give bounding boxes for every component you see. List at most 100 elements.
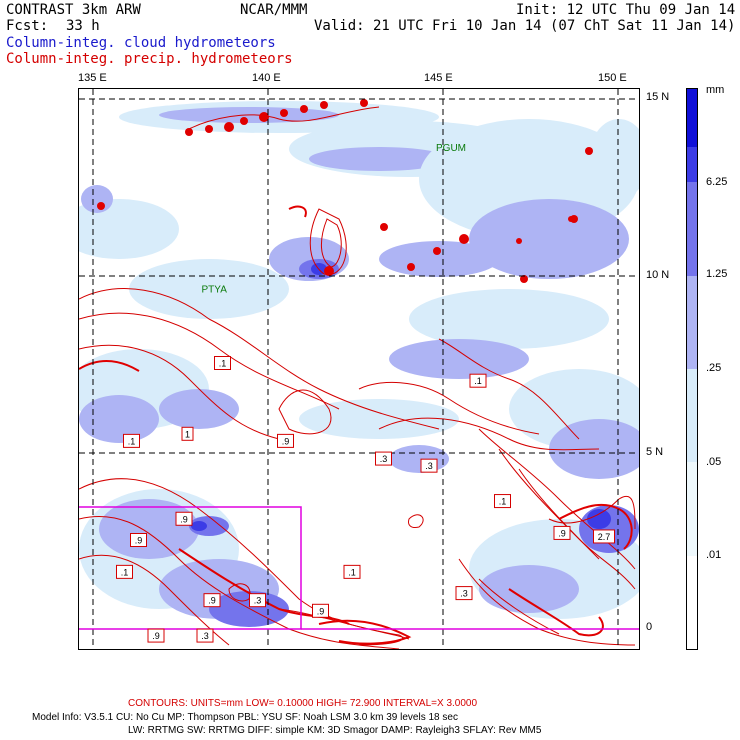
- contour-label-text: .3: [425, 461, 433, 471]
- contour-value-labels: .1 .1 .1 1 .9 .3 .3 .9 .1 .9 2.7 .9 .1 .1 .3 .9 .3 .9 .9 .3: [116, 356, 615, 643]
- contour-label-text: .3: [201, 631, 209, 641]
- colorbar-segment: [687, 89, 697, 147]
- precip-field-title: Column-integ. precip. hydrometeors: [6, 51, 293, 67]
- colorbar-segment: [687, 275, 697, 369]
- cloud-shading: [79, 101, 639, 627]
- contour-label-box: [175, 511, 193, 526]
- contour-label-box: [181, 426, 194, 441]
- contour-label-text: .3: [460, 589, 468, 599]
- contour-label-box: [203, 593, 221, 608]
- contour-label: .3: [455, 586, 473, 601]
- contour-label-box: [420, 458, 438, 473]
- contour-label-text: 1: [185, 429, 190, 439]
- contour-label: .1: [343, 564, 361, 579]
- contour-label: .1: [469, 373, 487, 388]
- center-label: NCAR/MMM: [240, 2, 308, 18]
- contour-label: .3: [196, 628, 214, 643]
- forecast-map: PGUM PTYA .1 .1 .1 1 .9 .3 .3 .9 .1 .9 2.7 .9 .1 .1 .3.…: [78, 88, 640, 650]
- colorbar-segment: [687, 182, 697, 276]
- contour-label-text: .9: [152, 631, 160, 641]
- lon-label-140e: 140 E: [252, 72, 281, 84]
- valid-time: Valid: 21 UTC Fri 10 Jan 14 (07 ChT Sat …: [314, 18, 736, 34]
- lat-label-15n: 15 N: [646, 91, 670, 103]
- contour-label-box: [116, 564, 133, 579]
- contour-label-text: .1: [219, 359, 227, 369]
- contour-label-text: .9: [208, 596, 216, 606]
- colorbar-label-1-25: 1.25: [706, 268, 728, 280]
- map-canvas: PGUM PTYA .1 .1 .1 1 .9 .3 .3 .9 .1 .9 2.7 .9 .1 .1 .3.…: [79, 89, 639, 649]
- contour-label-box: [375, 451, 392, 466]
- latlon-grid: [79, 89, 639, 649]
- contour-label: .1: [214, 356, 231, 370]
- contour-label-text: .9: [282, 436, 290, 446]
- contour-label: 1: [181, 426, 194, 441]
- colorbar-label-0-25: .25: [706, 362, 722, 374]
- contour-label-text: .9: [317, 606, 325, 616]
- contour-label-box: [277, 433, 294, 448]
- contour-label: .9: [175, 511, 193, 526]
- colorbar-label-0-01: .01: [706, 549, 722, 561]
- contour-info: CONTOURS: UNITS=mm LOW= 0.10000 HIGH= 72…: [128, 698, 478, 709]
- lat-label-5n: 5 N: [646, 446, 664, 458]
- contour-label: .9: [203, 593, 221, 608]
- colorbar-segment: [687, 555, 697, 649]
- contour-label-text: .1: [348, 567, 356, 577]
- contour-label-box: [312, 603, 329, 618]
- lat-label-10n: 10 N: [646, 269, 670, 281]
- precip-heavy-bands: [79, 205, 633, 645]
- model-info-line2: LW: RRTMG SW: RRTMG DIFF: simple KM: 3D …: [128, 725, 542, 736]
- colorbar-segment: [687, 462, 697, 556]
- colorbar-segment: [687, 369, 697, 463]
- contour-label-text: 2.7: [598, 532, 611, 542]
- contour-label: .3: [375, 451, 392, 466]
- contour-label: .9: [312, 603, 329, 618]
- forecast-label: Fcst:: [6, 18, 49, 34]
- forecast-hour: 33 h: [66, 18, 100, 34]
- model-title: CONTRAST 3km ARW: [6, 2, 141, 18]
- contour-label-box: [469, 373, 487, 388]
- contour-label-box: [147, 628, 165, 643]
- contour-label-text: .9: [135, 536, 143, 546]
- station-label: PTYA: [202, 285, 228, 296]
- contour-label-text: .1: [121, 567, 129, 577]
- contour-label: .3: [249, 593, 266, 608]
- contour-label-text: .3: [254, 596, 262, 606]
- cloud-field-title: Column-integ. cloud hydrometeors: [6, 35, 276, 51]
- colorbar-unit: mm: [706, 84, 725, 96]
- contour-label-text: .3: [380, 454, 388, 464]
- nest-domain-box: [79, 506, 639, 630]
- lon-label-135e: 135 E: [78, 72, 107, 84]
- contour-label-box: [494, 494, 511, 509]
- lat-label-0: 0: [646, 621, 653, 633]
- model-info-line1: Model Info: V3.5.1 CU: No Cu MP: Thompso…: [32, 712, 458, 723]
- contour-label: .9: [147, 628, 165, 643]
- station-labels: PGUM PTYA: [202, 143, 467, 296]
- contour-label: .1: [494, 494, 511, 509]
- contour-label-box: [553, 525, 571, 540]
- contour-label: .9: [277, 433, 294, 448]
- contour-label-box: [123, 433, 140, 448]
- contour-label-box: [214, 356, 231, 370]
- contour-label: .1: [116, 564, 133, 579]
- contour-label: 2.7: [593, 529, 615, 544]
- colorbar-segment: [687, 146, 697, 183]
- contour-label-box: [343, 564, 361, 579]
- precip-cells: [97, 99, 593, 283]
- contour-label-box: [455, 586, 473, 601]
- station-label: PGUM: [436, 143, 466, 154]
- contour-label-text: .9: [558, 528, 566, 538]
- precip-contours: [79, 106, 636, 649]
- contour-label: .1: [123, 433, 140, 448]
- colorbar: [686, 88, 698, 650]
- colorbar-label-6-25: 6.25: [706, 176, 728, 188]
- lon-label-145e: 145 E: [424, 72, 453, 84]
- contour-label-text: .1: [499, 497, 507, 507]
- contour-label-text: .9: [180, 514, 188, 524]
- contour-label-text: .1: [128, 436, 136, 446]
- contour-label-text: .1: [474, 376, 482, 386]
- contour-label-box: [249, 593, 266, 608]
- contour-label: .3: [420, 458, 438, 473]
- contour-label-box: [196, 628, 214, 643]
- init-time: Init: 12 UTC Thu 09 Jan 14: [516, 2, 736, 18]
- contour-label: .9: [130, 533, 147, 547]
